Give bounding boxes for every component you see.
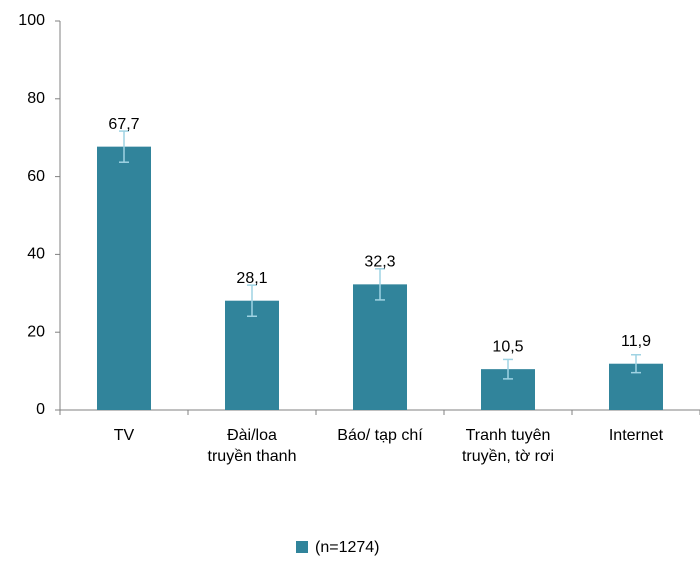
x-tick-label: truyền thanh xyxy=(208,448,297,465)
x-tick-label: Đài/loa xyxy=(227,427,277,444)
x-tick-label: Internet xyxy=(609,427,664,444)
y-tick-label: 20 xyxy=(27,323,45,340)
value-label: 11,9 xyxy=(621,333,651,350)
y-tick-label: 100 xyxy=(18,12,45,29)
y-tick-label: 0 xyxy=(36,401,45,418)
y-tick-label: 60 xyxy=(27,168,45,185)
legend-label: (n=1274) xyxy=(315,539,380,556)
x-tick-label: Báo/ tạp chí xyxy=(337,427,423,444)
legend-swatch xyxy=(296,541,308,553)
value-label: 10,5 xyxy=(492,338,523,355)
bar xyxy=(353,284,407,410)
bar xyxy=(97,146,151,410)
y-tick-label: 40 xyxy=(27,246,45,263)
x-tick-label: Tranh tuyên xyxy=(466,427,551,444)
value-label: 32,3 xyxy=(364,254,395,271)
y-tick-label: 80 xyxy=(27,90,45,107)
value-label: 28,1 xyxy=(236,270,267,287)
value-label: 67,7 xyxy=(108,116,139,133)
x-tick-label: TV xyxy=(114,427,135,444)
x-tick-label: truyền, tờ rơi xyxy=(462,448,554,465)
bar xyxy=(225,300,279,410)
